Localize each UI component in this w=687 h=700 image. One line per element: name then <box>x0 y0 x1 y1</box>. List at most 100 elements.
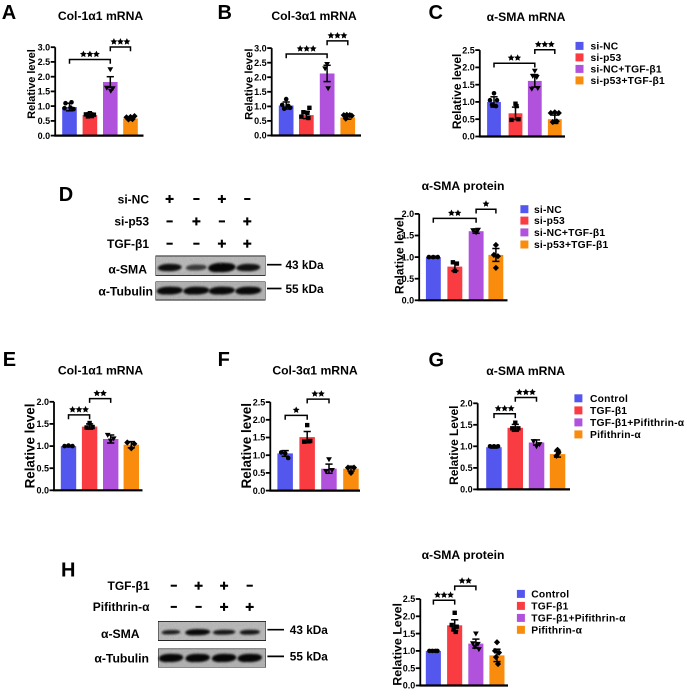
svg-text:2.5: 2.5 <box>253 397 266 407</box>
svg-text:2.5: 2.5 <box>462 45 475 55</box>
svg-text:0.0: 0.0 <box>403 681 416 691</box>
svg-text:43 kDa: 43 kDa <box>290 623 328 637</box>
svg-text:3.0: 3.0 <box>254 43 267 53</box>
svg-text:Control: Control <box>590 394 628 405</box>
svg-text:2.0: 2.0 <box>402 209 415 219</box>
svg-text:si-NC+TGF-β1: si-NC+TGF-β1 <box>591 65 662 76</box>
svg-text:1.0: 1.0 <box>462 97 475 107</box>
svg-text:0.5: 0.5 <box>403 663 416 673</box>
svg-text:D: D <box>59 184 73 206</box>
svg-text:1.0: 1.0 <box>254 102 267 112</box>
svg-text:α-SMA mRNA: α-SMA mRNA <box>487 10 566 24</box>
svg-text:TGF-β1: TGF-β1 <box>107 237 149 251</box>
svg-text:0.5: 0.5 <box>254 116 267 126</box>
svg-text:H: H <box>61 560 75 582</box>
svg-text:si-p53: si-p53 <box>114 215 149 229</box>
svg-text:Relative Level: Relative Level <box>447 406 461 485</box>
svg-text:1.0: 1.0 <box>403 646 416 656</box>
svg-text:1.0: 1.0 <box>402 252 415 262</box>
svg-text:0.0: 0.0 <box>402 296 415 306</box>
svg-text:2.5: 2.5 <box>403 594 416 604</box>
svg-text:F: F <box>218 349 230 371</box>
svg-text:1.5: 1.5 <box>253 433 266 443</box>
svg-text:43 kDa: 43 kDa <box>286 258 324 272</box>
svg-text:si-NC: si-NC <box>118 192 150 206</box>
svg-text:0.0: 0.0 <box>460 485 473 495</box>
svg-text:Relative level: Relative level <box>393 217 407 294</box>
svg-text:si-p53+TGF-β1: si-p53+TGF-β1 <box>591 76 665 87</box>
svg-text:Pifithrin-α: Pifithrin-α <box>93 600 150 614</box>
svg-text:Relative level: Relative level <box>22 404 37 489</box>
svg-text:2.5: 2.5 <box>254 58 267 68</box>
svg-text:55 kDa: 55 kDa <box>286 282 324 296</box>
svg-text:si-p53+TGF-β1: si-p53+TGF-β1 <box>534 240 608 251</box>
svg-text:0.5: 0.5 <box>402 274 415 284</box>
svg-text:1.0: 1.0 <box>253 450 266 460</box>
svg-text:Col-3α1 mRNA: Col-3α1 mRNA <box>271 9 357 23</box>
svg-text:0.5: 0.5 <box>253 468 266 478</box>
svg-text:1.0: 1.0 <box>460 442 473 452</box>
svg-text:α-Tubulin: α-Tubulin <box>98 284 153 298</box>
svg-text:TGF-β1+Pifithrin-α: TGF-β1+Pifithrin-α <box>590 418 685 429</box>
svg-text:0.0: 0.0 <box>253 486 266 496</box>
svg-text:0.5: 0.5 <box>460 463 473 473</box>
svg-text:Col-1α1 mRNA: Col-1α1 mRNA <box>58 364 144 378</box>
svg-text:Relative Level: Relative Level <box>390 603 404 686</box>
svg-text:1.5: 1.5 <box>460 420 473 430</box>
svg-text:0.0: 0.0 <box>462 132 475 142</box>
svg-text:Pifithrin-α: Pifithrin-α <box>590 430 641 441</box>
svg-text:α-SMA mRNA: α-SMA mRNA <box>486 364 565 378</box>
svg-text:55 kDa: 55 kDa <box>290 650 328 664</box>
svg-text:si-NC: si-NC <box>591 42 619 53</box>
svg-text:2.0: 2.0 <box>38 72 51 82</box>
svg-text:0.5: 0.5 <box>36 463 49 473</box>
svg-text:TGF-β1: TGF-β1 <box>590 406 627 417</box>
svg-text:A: A <box>2 2 16 24</box>
svg-text:α-SMA protein: α-SMA protein <box>422 179 505 193</box>
svg-text:2.0: 2.0 <box>253 415 266 425</box>
svg-text:1.5: 1.5 <box>462 80 475 90</box>
svg-text:α-SMA protein: α-SMA protein <box>422 548 505 562</box>
svg-text:1.5: 1.5 <box>254 87 267 97</box>
svg-text:0.5: 0.5 <box>38 116 51 126</box>
svg-text:2.0: 2.0 <box>403 612 416 622</box>
svg-text:Relative level: Relative level <box>243 49 255 120</box>
svg-text:3.0: 3.0 <box>38 42 51 52</box>
svg-text:1.0: 1.0 <box>36 441 49 451</box>
svg-text:Relative level: Relative level <box>450 54 464 129</box>
svg-text:2.0: 2.0 <box>36 397 49 407</box>
svg-text:2.0: 2.0 <box>254 72 267 82</box>
svg-text:TGF-β1+Pifithrin-α: TGF-β1+Pifithrin-α <box>531 614 626 625</box>
svg-text:B: B <box>218 2 232 24</box>
svg-text:1.5: 1.5 <box>402 231 415 241</box>
svg-text:α-Tubulin: α-Tubulin <box>94 651 149 665</box>
svg-text:Pifithrin-α: Pifithrin-α <box>531 625 582 636</box>
svg-text:E: E <box>3 349 16 371</box>
svg-text:α-SMA: α-SMA <box>108 263 147 277</box>
svg-text:0.0: 0.0 <box>36 486 49 496</box>
svg-text:1.5: 1.5 <box>403 629 416 639</box>
svg-text:TGF-β1: TGF-β1 <box>531 602 568 613</box>
svg-text:0.0: 0.0 <box>38 131 51 141</box>
svg-text:2.5: 2.5 <box>38 57 51 67</box>
svg-text:0.5: 0.5 <box>462 114 475 124</box>
svg-text:Control: Control <box>531 590 569 601</box>
svg-text:si-p53: si-p53 <box>591 53 622 64</box>
svg-text:α-SMA: α-SMA <box>101 627 140 641</box>
svg-text:si-NC: si-NC <box>534 205 562 216</box>
svg-text:TGF-β1: TGF-β1 <box>108 579 150 593</box>
svg-text:Col-3α1 mRNA: Col-3α1 mRNA <box>272 364 358 378</box>
svg-text:Relative level: Relative level <box>239 403 254 489</box>
svg-text:Col-1α1 mRNA: Col-1α1 mRNA <box>58 9 144 23</box>
svg-text:C: C <box>429 2 443 24</box>
svg-text:G: G <box>429 350 445 372</box>
svg-text:1.5: 1.5 <box>38 87 51 97</box>
svg-text:si-NC+TGF-β1: si-NC+TGF-β1 <box>534 228 605 239</box>
svg-text:2.0: 2.0 <box>460 399 473 409</box>
svg-text:0.0: 0.0 <box>254 131 267 141</box>
svg-text:si-p53: si-p53 <box>534 216 565 227</box>
svg-text:2.0: 2.0 <box>462 63 475 73</box>
svg-text:Relative level: Relative level <box>26 49 38 119</box>
svg-text:1.0: 1.0 <box>38 101 51 111</box>
svg-text:1.5: 1.5 <box>36 419 49 429</box>
